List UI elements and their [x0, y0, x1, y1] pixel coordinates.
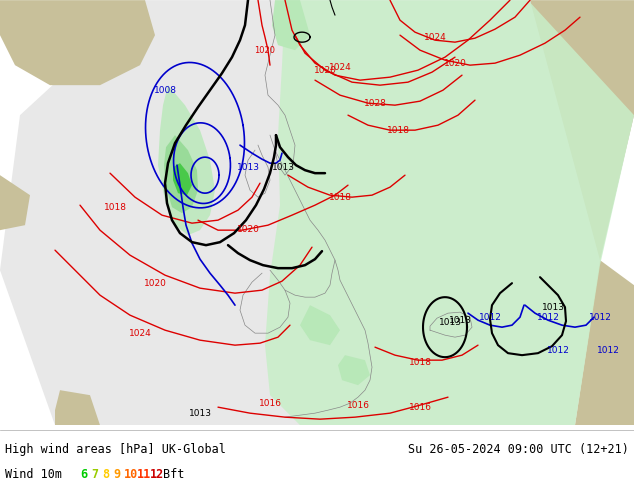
Text: 1012: 1012: [547, 345, 569, 355]
Text: 6: 6: [80, 468, 87, 481]
Text: 1018: 1018: [408, 358, 432, 367]
Text: 1013: 1013: [188, 409, 212, 417]
Text: 12: 12: [150, 468, 164, 481]
Text: 1020: 1020: [314, 66, 337, 74]
Text: 1013: 1013: [541, 303, 564, 312]
Polygon shape: [265, 0, 634, 425]
Text: High wind areas [hPa] UK-Global: High wind areas [hPa] UK-Global: [5, 443, 226, 456]
Polygon shape: [55, 390, 100, 425]
Text: 1012: 1012: [536, 313, 559, 321]
Text: 7: 7: [91, 468, 98, 481]
Text: 11: 11: [137, 468, 152, 481]
Text: 1018: 1018: [103, 203, 127, 212]
Text: 1008: 1008: [153, 86, 176, 95]
Text: 1024: 1024: [424, 33, 446, 42]
Text: 1020: 1020: [444, 59, 467, 68]
Text: 1020: 1020: [254, 46, 276, 55]
Text: 1016: 1016: [259, 399, 281, 408]
Polygon shape: [575, 260, 634, 425]
Polygon shape: [300, 305, 340, 345]
Text: 1020: 1020: [143, 279, 167, 288]
Text: Wind 10m: Wind 10m: [5, 468, 62, 481]
Text: 1013: 1013: [439, 318, 462, 327]
Polygon shape: [0, 0, 155, 85]
Text: 1013: 1013: [448, 316, 472, 325]
Text: 1012: 1012: [588, 313, 611, 321]
Text: 1016: 1016: [408, 403, 432, 412]
Text: 10: 10: [124, 468, 138, 481]
Polygon shape: [173, 163, 192, 195]
Text: 1016: 1016: [347, 401, 370, 410]
Text: Bft: Bft: [163, 468, 184, 481]
Text: 8: 8: [102, 468, 109, 481]
Text: Su 26-05-2024 09:00 UTC (12+21): Su 26-05-2024 09:00 UTC (12+21): [408, 443, 629, 456]
Text: 1012: 1012: [597, 345, 619, 355]
Text: 1013: 1013: [236, 163, 259, 172]
Polygon shape: [0, 0, 634, 425]
Polygon shape: [158, 85, 215, 235]
Text: 1018: 1018: [387, 125, 410, 135]
Polygon shape: [0, 175, 30, 230]
Text: 1024: 1024: [129, 329, 152, 338]
Polygon shape: [530, 0, 634, 260]
Text: 9: 9: [113, 468, 120, 481]
Text: 1024: 1024: [328, 63, 351, 72]
Text: 1018: 1018: [328, 193, 351, 202]
Text: 1020: 1020: [236, 224, 259, 234]
Text: 1012: 1012: [479, 313, 501, 321]
Text: 1013: 1013: [271, 163, 295, 172]
Polygon shape: [164, 135, 198, 213]
Polygon shape: [272, 0, 310, 50]
Text: 1028: 1028: [363, 98, 387, 108]
Polygon shape: [338, 355, 370, 385]
